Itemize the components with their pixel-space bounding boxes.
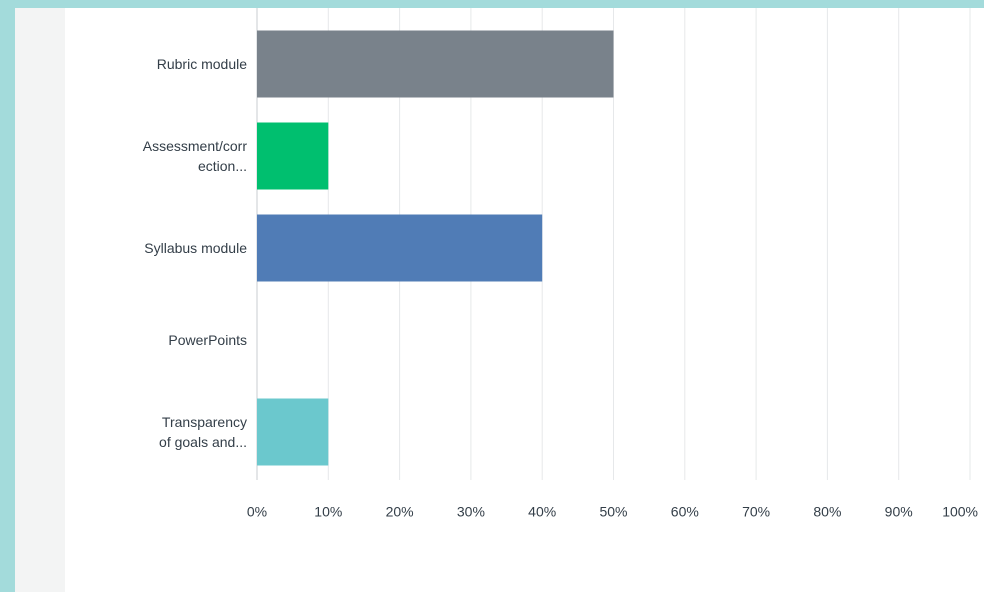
panel [65, 8, 984, 592]
category-label: Rubric module [156, 56, 247, 72]
category-label: PowerPoints [168, 332, 247, 348]
bar [257, 214, 543, 282]
x-tick-label: 0% [247, 504, 267, 520]
bar [257, 398, 329, 466]
x-tick-label: 60% [671, 504, 699, 520]
category-label: Syllabus module [144, 240, 247, 256]
x-tick-label: 20% [386, 504, 414, 520]
x-tick-label: 30% [457, 504, 485, 520]
category-label: Assessment/corr ection... [142, 138, 247, 174]
x-tick-label: 40% [528, 504, 556, 520]
bar [257, 122, 329, 190]
bar [257, 30, 614, 98]
x-tick-label: 80% [813, 504, 841, 520]
x-tick-label: 70% [742, 504, 770, 520]
x-tick-label: 90% [885, 504, 913, 520]
x-tick-label: 10% [314, 504, 342, 520]
side-bar [15, 8, 65, 592]
x-tick-label: 100% [942, 504, 978, 520]
x-tick-label: 50% [599, 504, 627, 520]
category-label: Transparency of goals and... [159, 414, 247, 450]
